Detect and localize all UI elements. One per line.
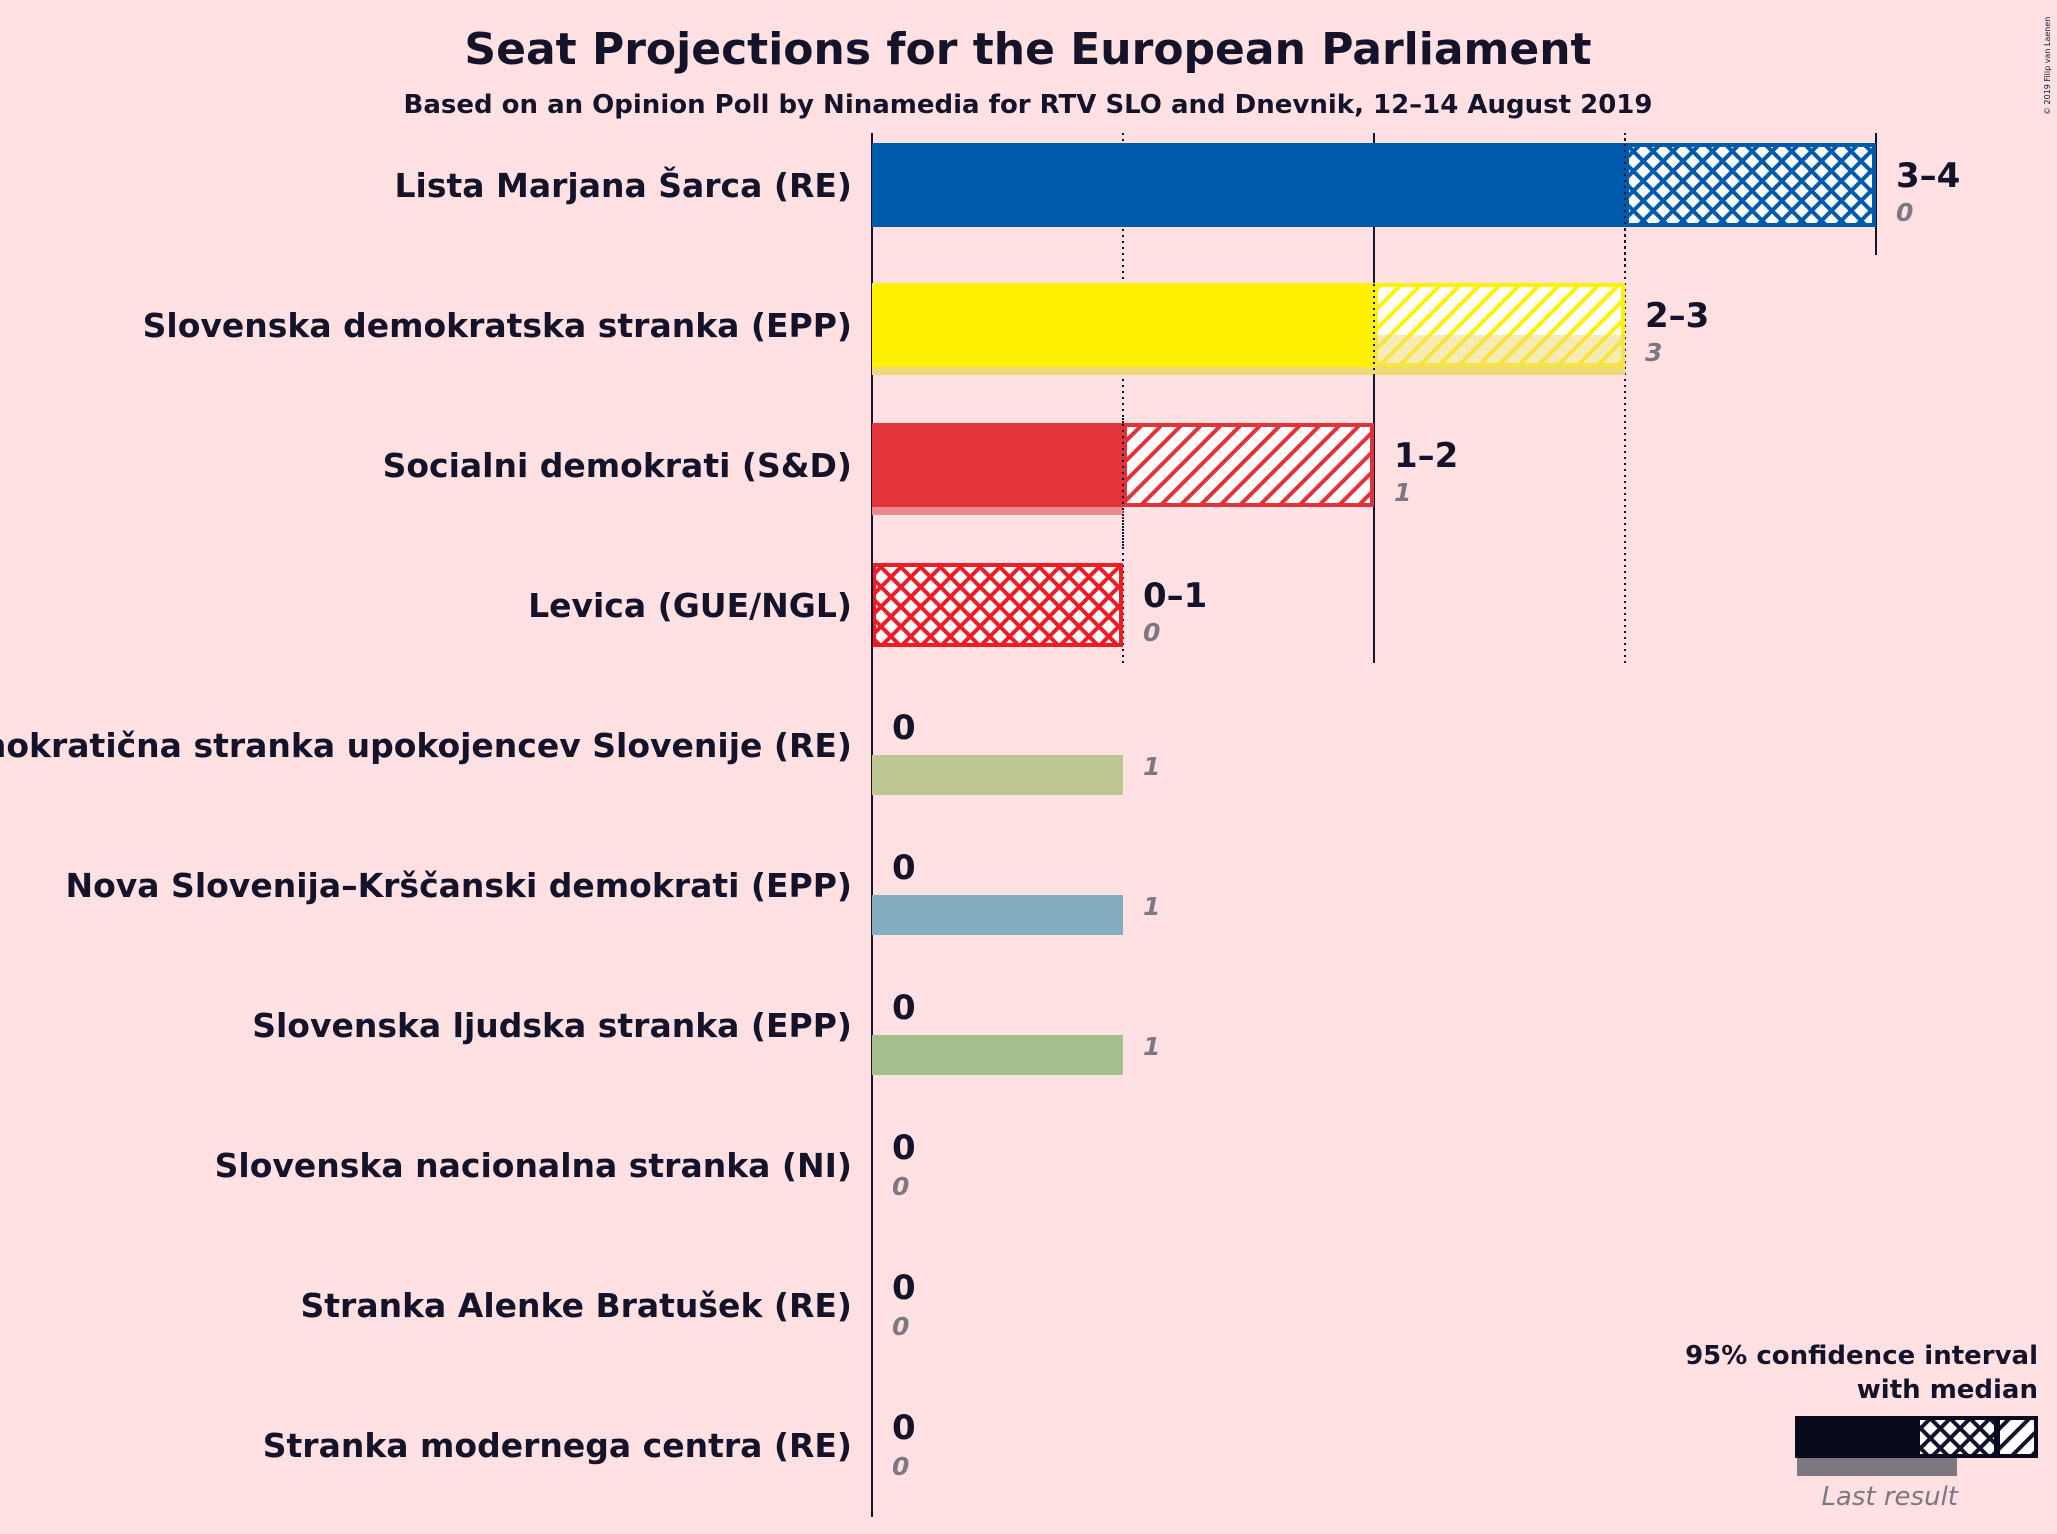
last-result-overlay [1374,335,1625,375]
last-result-value: 0 [1143,618,1160,647]
party-row: Demokratična stranka upokojencev Sloveni… [0,708,1160,795]
projection-bar-interval [1123,423,1374,507]
party-row: Slovenska demokratska stranka (EPP) 2–33 [143,278,1709,407]
range-label: 0 [892,1268,916,1308]
chart-title: Seat Projections for the European Parlia… [464,24,1591,75]
party-label: Slovenska nacionalna stranka (NI) [215,1146,852,1185]
last-result-bar [872,755,1123,795]
party-row: Slovenska ljudska stranka (EPP) 0 1 [252,988,1160,1075]
legend-last-result-label: Last result [1821,1482,1958,1512]
legend: 95% confidence interval with median Last… [1685,1341,2038,1512]
party-label: Nova Slovenija–Krščanski demokrati (EPP) [66,866,853,905]
last-result-bar [872,1035,1123,1075]
legend-solid [1795,1416,1917,1458]
range-label: 2–3 [1645,296,1709,336]
last-result-value: 1 [1394,478,1411,507]
projection-bar-interval [1625,143,1876,227]
party-row: Levica (GUE/NGL) 0–10 [528,558,1207,687]
legend-title-line1: 95% confidence interval [1685,1341,2038,1371]
party-row: Slovenska nacionalna stranka (NI) 0 0 [215,1128,916,1201]
projection-bar-solid [872,143,1625,227]
party-row: Lista Marjana Šarca (RE) 3–40 [395,138,1960,267]
range-label: 3–4 [1896,156,1960,196]
party-row: Stranka modernega centra (RE) 0 0 [263,1408,916,1481]
party-row: Socialni demokrati (S&D) 1–21 [383,418,1458,547]
legend-crosshatch [1916,1416,1998,1458]
last-result-value: 3 [1645,338,1662,367]
range-label: 0–1 [1143,576,1207,616]
party-label: Socialni demokrati (S&D) [383,446,852,485]
last-result-value: 1 [1143,752,1160,781]
projection-bar-solid [872,423,1123,507]
last-result-value: 0 [892,1172,909,1201]
party-label: Stranka Alenke Bratušek (RE) [301,1286,852,1325]
party-row: Stranka Alenke Bratušek (RE) 0 0 [301,1268,916,1341]
party-label: Demokratična stranka upokojencev Sloveni… [0,726,852,765]
last-result-value: 0 [892,1312,909,1341]
last-result-value: 0 [1896,198,1913,227]
legend-swatch [1795,1416,2038,1476]
range-label: 0 [892,988,916,1028]
projection-bar-solid [872,283,1374,367]
last-result-value: 1 [1143,1032,1160,1061]
copyright-note: © 2019 Filip van Laenen [2043,17,2052,115]
party-label: Levica (GUE/NGL) [528,586,852,625]
party-label: Stranka modernega centra (RE) [263,1426,852,1465]
range-label: 1–2 [1394,436,1458,476]
party-label: Slovenska ljudska stranka (EPP) [252,1006,852,1045]
last-result-value: 0 [892,1452,909,1481]
last-result-bar [872,895,1123,935]
legend-title-line2: with median [1857,1375,2038,1405]
range-label: 0 [892,1408,916,1448]
party-row: Nova Slovenija–Krščanski demokrati (EPP)… [66,848,1160,935]
legend-last-bar [1797,1458,1957,1476]
party-label: Lista Marjana Šarca (RE) [395,165,852,205]
range-label: 0 [892,708,916,748]
last-result-value: 1 [1143,892,1160,921]
range-label: 0 [892,1128,916,1168]
legend-hatch [1996,1416,2038,1458]
chart-subtitle: Based on an Opinion Poll by Ninamedia fo… [404,90,1653,120]
range-label: 0 [892,848,916,888]
projection-bar-interval [872,563,1123,647]
party-label: Slovenska demokratska stranka (EPP) [143,306,852,345]
